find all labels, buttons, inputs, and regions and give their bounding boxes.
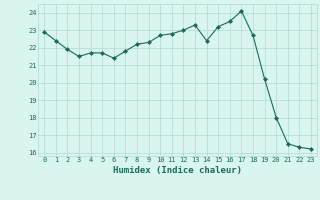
X-axis label: Humidex (Indice chaleur): Humidex (Indice chaleur) <box>113 166 242 175</box>
